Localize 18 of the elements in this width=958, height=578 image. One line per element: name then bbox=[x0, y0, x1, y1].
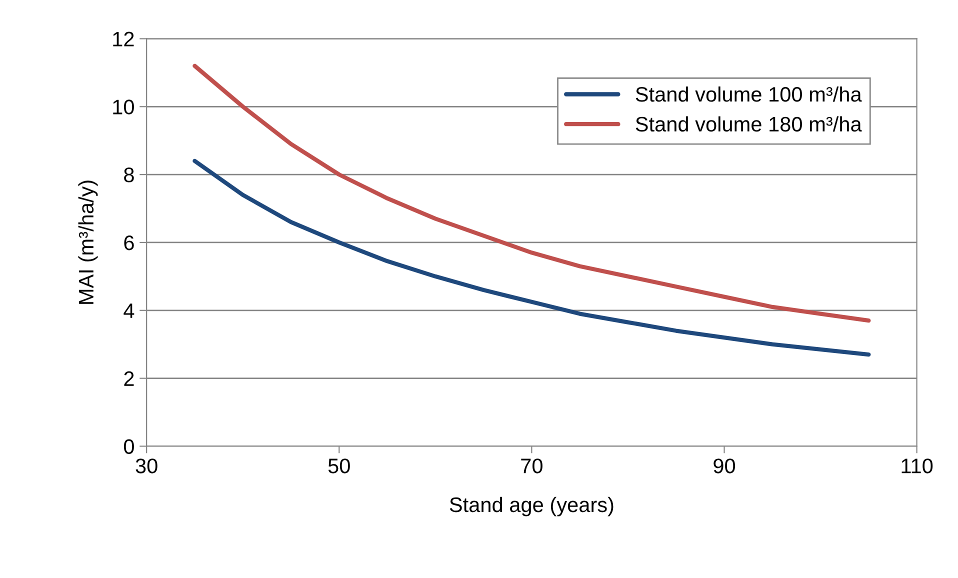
y-tick-label: 8 bbox=[124, 168, 134, 182]
legend-label: Stand volume 100 m³/ha bbox=[636, 86, 862, 102]
y-tick-label: 6 bbox=[124, 235, 134, 250]
y-tick-label: 2 bbox=[124, 371, 134, 386]
x-tick-label: 90 bbox=[714, 458, 736, 474]
y-tick-label: 12 bbox=[113, 32, 134, 46]
x-axis-title: Stand age (years) bbox=[450, 496, 614, 516]
y-axis-title: MAI (m³/ha/y) bbox=[78, 180, 98, 304]
y-tick-label: 10 bbox=[113, 100, 134, 114]
line-series bbox=[192, 64, 871, 323]
x-tick-label: 30 bbox=[136, 458, 158, 474]
x-tick-label: 70 bbox=[521, 458, 542, 474]
legend-label: Stand volume 180 m³/ha bbox=[636, 116, 862, 132]
x-tick-label: 50 bbox=[328, 458, 350, 474]
x-tick-label: 110 bbox=[902, 458, 933, 474]
line-series bbox=[192, 158, 871, 357]
y-tick-label: 4 bbox=[124, 304, 134, 318]
y-tick-label: 0 bbox=[124, 439, 134, 454]
